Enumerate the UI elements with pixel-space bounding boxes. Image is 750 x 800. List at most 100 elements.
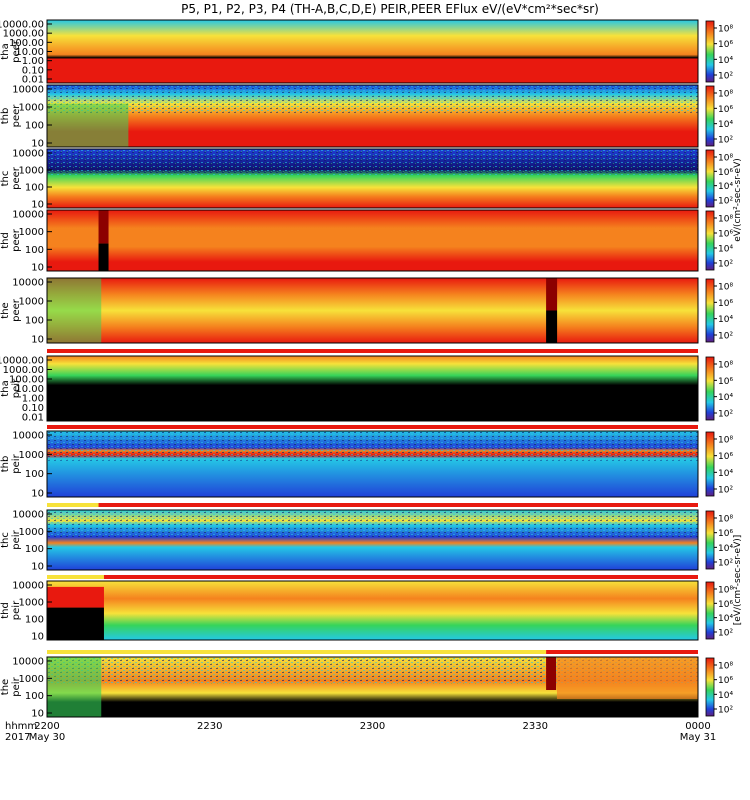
y-tick-label: 1000: [19, 527, 44, 538]
colorbar-tick-label: 10⁴: [718, 245, 733, 255]
spectrogram-thd-peer: [47, 210, 698, 271]
y-tick-label: 10000: [12, 431, 44, 442]
y-axis-label: thb: [0, 456, 11, 473]
y-tick-label: 0.10: [22, 403, 44, 414]
colorbar-tick-label: 10⁸: [718, 215, 733, 225]
status-bar-segment: [47, 575, 104, 579]
y-axis-label: the: [0, 302, 11, 318]
y-axis-label: thd: [0, 602, 11, 619]
y-tick-label: 10000: [12, 149, 44, 160]
panel-frame: [46, 209, 699, 272]
y-axis-label: peer: [11, 166, 22, 190]
y-axis-label: thc: [0, 171, 11, 187]
y-tick-label: 100: [25, 615, 44, 626]
y-axis-label: peer: [11, 228, 22, 252]
y-tick-label: 100: [25, 544, 44, 555]
y-axis-label: the: [0, 679, 11, 695]
colorbar-tick-label: 10⁴: [718, 393, 733, 403]
colorbar-tick-label: 10⁸: [718, 283, 733, 293]
colorbar-tick-label: 10²: [718, 486, 733, 496]
y-tick-label: 100: [25, 316, 44, 327]
colorbar-tick-label: 10²: [718, 197, 733, 207]
status-bar: [47, 503, 699, 507]
y-tick-label: 10: [31, 335, 44, 346]
x-tick-date-label: May 30: [29, 732, 66, 743]
colorbar-tick-label: 10²: [718, 706, 733, 716]
y-tick-label: 10000: [12, 85, 44, 96]
panel-thd-peir: 10000 1000 100 10 thd peir 10⁸ 10⁶ 10⁴ 10²: [0, 580, 733, 643]
colorbar-tick-label: 10⁸: [718, 361, 733, 371]
panel-thb-peer: 10000 1000 100 10 thb peer 10⁸ 10⁶ 10⁴ 10²: [0, 84, 733, 150]
y-tick-label: 1000: [19, 450, 44, 461]
y-tick-label: 10: [31, 200, 44, 211]
colorbar-tick-label: 10²: [718, 136, 733, 146]
y-tick-label: 1000: [19, 227, 44, 238]
status-bar-segment: [103, 575, 698, 579]
colorbar-tick-label: 10⁶: [718, 529, 733, 539]
y-tick-label: 10: [31, 489, 44, 500]
gap-fill: [546, 310, 558, 343]
colorbar: [705, 581, 715, 640]
y-tick-label: 10000: [12, 278, 44, 289]
y-tick-label: 1000: [19, 674, 44, 685]
spectrogram-tha-peer: [47, 20, 698, 83]
y-tick-label: 10.00: [15, 47, 44, 58]
colorbar-tick-label: 10⁸: [718, 586, 733, 596]
y-tick-label: 100.00: [9, 38, 44, 49]
panel-frame: [46, 277, 699, 344]
colorbar-tick-label: 10⁶: [718, 299, 733, 309]
colorbar: [705, 149, 715, 208]
panel-frame: [46, 84, 699, 148]
y-tick-label: 1000.00: [3, 365, 44, 376]
y-tick-label: 0.10: [22, 65, 44, 76]
colorbar: [705, 356, 715, 421]
colorbar-tick-label: 10⁴: [718, 182, 733, 192]
y-axis-label: peir: [11, 378, 22, 398]
y-tick-label: 0.01: [22, 413, 44, 424]
noise-overlay: [47, 85, 698, 113]
y-tick-label: 10: [31, 709, 44, 720]
time-axis-row-label: hhmm: [5, 721, 37, 732]
y-axis-label: tha: [0, 380, 11, 396]
y-tick-label: 1000: [19, 598, 44, 609]
colorbar-tick-label: 10⁴: [718, 544, 733, 554]
colorbar-tick-label: 10⁶: [718, 676, 733, 686]
x-tick-label: 0000: [685, 721, 710, 732]
x-tick-label: 2230: [197, 721, 222, 732]
status-bar: [47, 425, 698, 429]
y-tick-label: 0.01: [22, 75, 44, 86]
colorbar-tick-label: 10²: [718, 260, 733, 270]
colorbar-tick-label: 10⁸: [718, 515, 733, 525]
y-tick-label: 100: [25, 469, 44, 480]
colorbar-tick-label: 10⁴: [718, 315, 733, 325]
colorbar-tick-label: 10²: [718, 559, 733, 569]
status-bar-segment: [546, 650, 698, 654]
y-tick-label: 10000: [12, 510, 44, 521]
y-axis-label: thd: [0, 232, 11, 249]
status-bar-segment: [47, 503, 99, 507]
early-low-flux: [47, 278, 102, 343]
colorbar-tick-label: 10⁴: [718, 614, 733, 624]
colorbar-tick-label: 10⁶: [718, 105, 733, 115]
colorbar: [705, 20, 715, 83]
y-tick-label: 1000: [19, 166, 44, 177]
panel-frame: [46, 430, 699, 498]
y-tick-label: 1000.00: [3, 29, 44, 40]
no-data-region: [47, 607, 104, 640]
colorbar-tick-label: 10⁶: [718, 168, 733, 178]
colorbar-units-label: [eV/(cm²-sec-sr-eV)]: [733, 535, 743, 626]
panel-thc-peer: 10000 1000 100 10 thc peer 10⁸ 10⁶ 10⁴ 10²: [0, 148, 733, 211]
colorbar-tick-label: 10⁸: [718, 25, 733, 35]
colorbar-tick-label: 10²: [718, 72, 733, 82]
y-tick-label: 10: [31, 632, 44, 643]
y-axis-label: peer: [11, 104, 22, 128]
colorbar: [705, 431, 715, 497]
colorbar-tick-label: 10⁸: [718, 662, 733, 672]
time-axis-year-label: 2017: [5, 732, 30, 743]
status-bar: [47, 575, 698, 579]
colorbar: [705, 657, 715, 717]
panel-frame: [46, 148, 699, 209]
